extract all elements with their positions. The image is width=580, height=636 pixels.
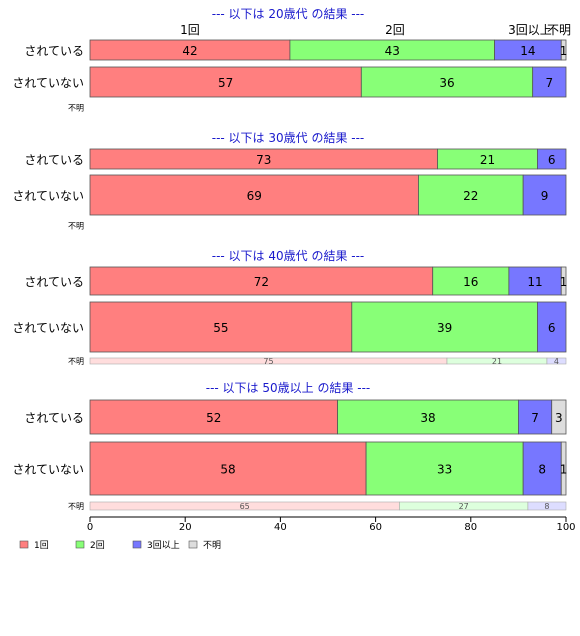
bar-segment	[360, 66, 534, 98]
data-label: 8	[544, 502, 549, 511]
x-tick-label: 40	[274, 522, 287, 533]
legend-label: 3回以上	[147, 540, 180, 551]
data-label: 52	[206, 411, 221, 425]
bar-segment	[365, 441, 524, 496]
row-label: されていない	[12, 76, 84, 90]
row-label: 不明	[68, 222, 84, 231]
data-label: 73	[256, 153, 271, 167]
data-label: 7	[531, 411, 539, 425]
legend-swatch	[188, 540, 198, 549]
row-label: されている	[24, 153, 84, 167]
bar-segment	[560, 441, 567, 496]
panel-title: --- 以下は 20歳代 の結果 ---	[212, 7, 365, 21]
bar-segment	[560, 39, 567, 61]
column-header: 2回	[385, 23, 405, 37]
data-label: 36	[439, 76, 454, 90]
data-label: 1	[560, 44, 568, 58]
data-label: 75	[263, 357, 273, 366]
data-label: 1	[560, 463, 568, 477]
bar-segment	[89, 66, 362, 98]
data-label: 43	[385, 44, 400, 58]
data-label: 4	[554, 357, 559, 366]
row-label: されていない	[12, 463, 84, 477]
legend-swatch	[19, 540, 29, 549]
x-tick-label: 0	[87, 522, 93, 533]
data-label: 69	[247, 189, 262, 203]
row-label: 不明	[68, 357, 84, 366]
bar-segment	[432, 266, 510, 296]
bar-segment	[89, 301, 353, 353]
bar-segment	[522, 441, 562, 496]
data-label: 72	[254, 275, 269, 289]
panel-title: --- 以下は 50歳以上 の結果 ---	[206, 381, 371, 395]
x-tick-label: 100	[556, 522, 575, 533]
bar-segment	[546, 357, 567, 365]
bar-segment	[418, 174, 524, 216]
row-label: 不明	[68, 104, 84, 113]
legend-label: 2回	[90, 540, 105, 551]
bar-segment	[89, 399, 338, 435]
data-label: 58	[220, 463, 235, 477]
legend-label: 不明	[203, 540, 221, 551]
x-tick-label: 60	[369, 522, 382, 533]
data-label: 38	[420, 411, 435, 425]
row-label: されている	[24, 411, 84, 425]
bar-segment	[522, 174, 567, 216]
legend-label: 1回	[34, 540, 49, 551]
bar-segment	[89, 174, 419, 216]
data-label: 6	[548, 321, 556, 335]
data-label: 14	[520, 44, 535, 58]
bar-segment	[551, 399, 567, 435]
data-label: 21	[492, 357, 502, 366]
bar-segment	[89, 441, 367, 496]
data-label: 9	[541, 189, 549, 203]
data-label: 7	[546, 76, 554, 90]
data-label: 42	[182, 44, 197, 58]
column-header: 1回	[180, 23, 200, 37]
column-header: 不明	[547, 23, 571, 37]
data-label: 33	[437, 463, 452, 477]
bar-segment	[560, 266, 567, 296]
x-tick-label: 20	[179, 522, 192, 533]
bar-segment	[527, 501, 567, 511]
row-label: されていない	[12, 189, 84, 203]
x-tick-label: 80	[464, 522, 477, 533]
data-label: 6	[548, 153, 556, 167]
row-label: 不明	[68, 502, 84, 511]
legend-swatch	[132, 540, 142, 549]
bar-segment	[537, 148, 567, 170]
column-header: 3回以上	[508, 23, 552, 37]
data-label: 57	[218, 76, 233, 90]
data-label: 1	[560, 275, 568, 289]
bar-segment	[89, 266, 434, 296]
panel-title: --- 以下は 40歳代 の結果 ---	[212, 249, 365, 263]
data-label: 22	[463, 189, 478, 203]
data-label: 16	[463, 275, 478, 289]
data-label: 21	[480, 153, 495, 167]
row-label: されている	[24, 275, 84, 289]
data-label: 27	[459, 502, 469, 511]
data-label: 11	[527, 275, 542, 289]
row-label: されていない	[12, 321, 84, 335]
data-label: 65	[240, 502, 250, 511]
data-label: 8	[538, 463, 546, 477]
bar-segment	[508, 266, 562, 296]
legend-swatch	[75, 540, 85, 549]
row-label: されている	[24, 44, 84, 58]
panel-title: --- 以下は 30歳代 の結果 ---	[212, 131, 365, 145]
data-label: 55	[213, 321, 228, 335]
bar-segment	[518, 399, 553, 435]
bar-segment	[537, 301, 567, 353]
bar-segment	[532, 66, 567, 98]
data-label: 39	[437, 321, 452, 335]
bar-segment	[337, 399, 519, 435]
data-label: 3	[555, 411, 563, 425]
